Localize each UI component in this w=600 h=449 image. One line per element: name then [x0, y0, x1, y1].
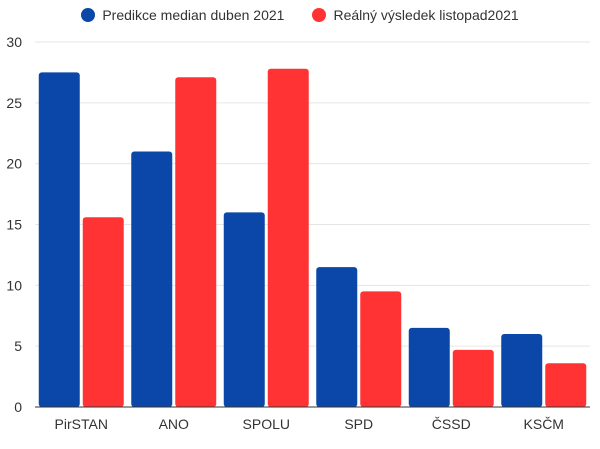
bar-series-2-spolu [267, 68, 309, 408]
bar-series-1-pirstan [38, 72, 80, 408]
bar-series-2-čssd [452, 349, 494, 407]
bar-series-1-ksčm [501, 334, 543, 407]
bar-series-2-ano [175, 77, 217, 408]
legend-label-series-1: Predikce median duben 2021 [102, 7, 285, 23]
y-tick-label: 10 [6, 277, 22, 293]
x-tick-label: PirSTAN [55, 416, 108, 432]
bar-series-1-spd [316, 267, 358, 407]
bar-series-2-spd [360, 291, 402, 407]
x-tick-label: KSČM [524, 416, 564, 432]
legend-marker-series-1 [81, 8, 96, 22]
legend-label-series-2: Reálný výsledek listopad2021 [333, 7, 519, 23]
bar-series-2-pirstan [82, 217, 124, 407]
y-tick-label: 25 [6, 95, 22, 111]
y-tick-label: 20 [6, 156, 22, 172]
x-tick-label: ČSSD [432, 416, 471, 432]
bar-series-1-ano [131, 151, 173, 407]
x-tick-label: SPD [344, 416, 373, 432]
legend-item-series-1[interactable]: Predikce median duben 2021 [81, 7, 284, 23]
x-tick-label: ANO [159, 416, 189, 432]
legend-item-series-2[interactable]: Reálný výsledek listopad2021 [312, 7, 519, 23]
x-tick-label: SPOLU [243, 416, 290, 432]
y-tick-label: 15 [6, 217, 22, 233]
y-tick-label: 5 [14, 338, 22, 354]
legend: Predikce median duben 2021 Reálný výsled… [0, 4, 600, 26]
y-tick-label: 30 [6, 34, 22, 50]
bar-series-2-ksčm [545, 363, 587, 407]
y-tick-label: 0 [14, 399, 22, 415]
legend-marker-series-2 [312, 8, 327, 22]
bar-series-1-čssd [408, 327, 450, 407]
bar-series-1-spolu [223, 212, 265, 407]
